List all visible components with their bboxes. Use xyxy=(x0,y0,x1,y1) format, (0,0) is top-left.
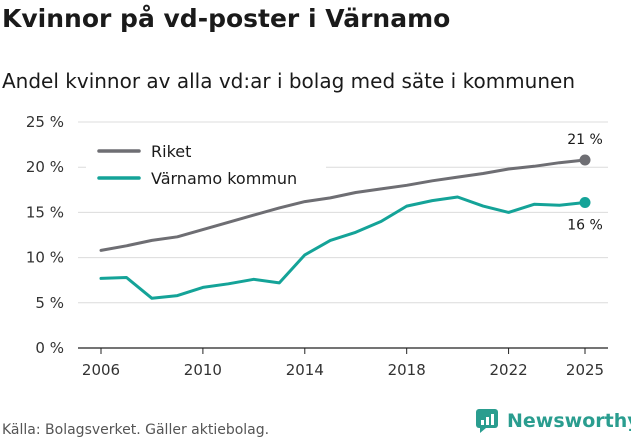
x-tick-label: 2022 xyxy=(489,361,527,379)
y-tick-label: 0 % xyxy=(35,339,64,357)
brand-name: Newsworthy xyxy=(507,410,631,432)
brand-logo: Newsworthy xyxy=(475,408,631,434)
y-tick-label: 5 % xyxy=(35,294,64,312)
x-tick-label: 2014 xyxy=(286,361,324,379)
end-point-riket xyxy=(579,154,591,166)
chart-subtitle: Andel kvinnor av alla vd:ar i bolag med … xyxy=(2,69,575,93)
series-layer: 21 % 16 % xyxy=(99,132,603,300)
x-tick-label: 2018 xyxy=(388,361,426,379)
chart-title: Kvinnor på vd-poster i Värnamo xyxy=(2,4,451,33)
series-line-riket xyxy=(99,158,587,252)
series-line-kommun xyxy=(99,195,587,300)
y-tick-label: 25 % xyxy=(26,113,64,131)
legend-background xyxy=(86,136,326,192)
x-tick-label: 2006 xyxy=(82,361,120,379)
end-label-kommun: 16 % xyxy=(567,217,603,233)
axis-layer: 0 % 5 % 10 % 15 % 20 % 25 % 2006 2010 2014 2018 20… xyxy=(26,113,604,379)
y-tick-label: 20 % xyxy=(26,158,64,176)
end-label-riket: 21 % xyxy=(567,132,603,148)
end-point-kommun xyxy=(579,196,591,208)
x-tick-label: 2010 xyxy=(184,361,222,379)
y-tick-label: 15 % xyxy=(26,203,64,221)
legend-label: Värnamo kommun xyxy=(151,169,297,188)
y-tick-label: 10 % xyxy=(26,249,64,267)
x-tick-label: 2025 xyxy=(566,361,604,379)
legend-label: Riket xyxy=(151,142,191,161)
newsworthy-logo-icon xyxy=(476,409,498,433)
legend: Riket Värnamo kommun xyxy=(86,136,326,192)
source-note: Källa: Bolagsverket. Gäller aktiebolag. xyxy=(2,422,270,438)
